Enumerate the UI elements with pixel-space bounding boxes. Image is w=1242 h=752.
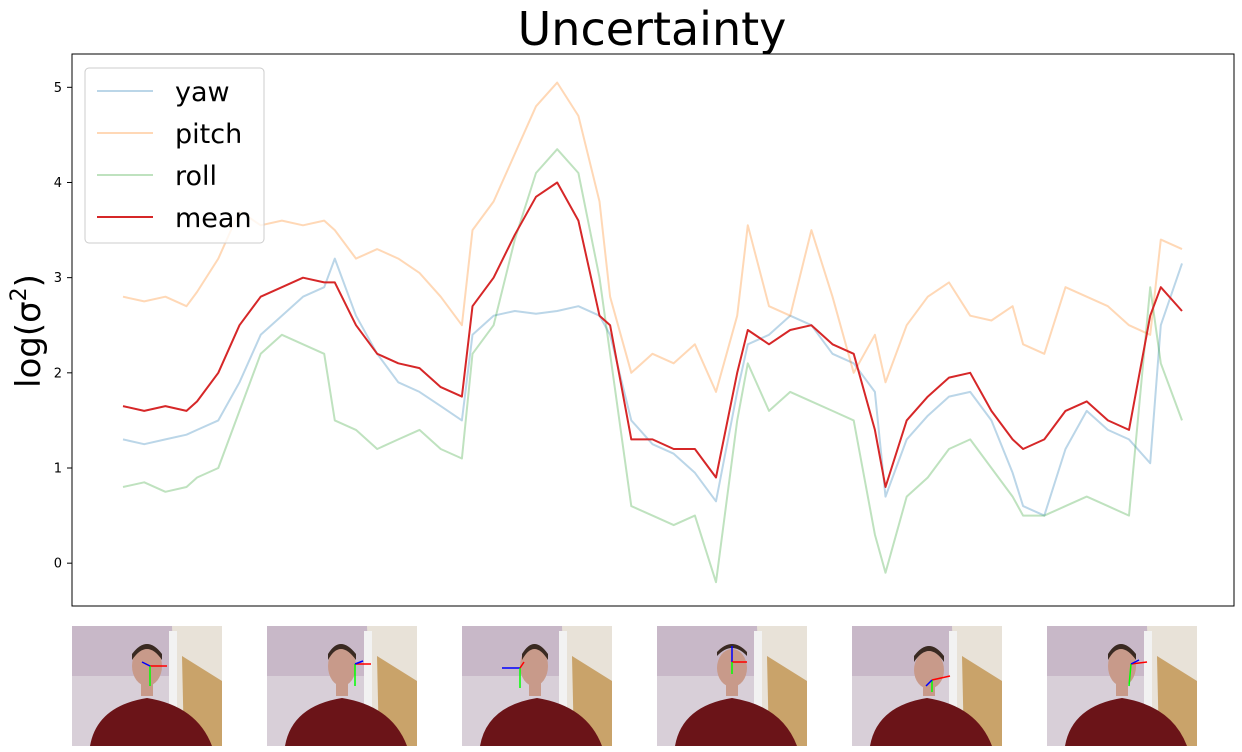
legend-label-yaw: yaw — [175, 77, 230, 108]
thumbnail-frame-6 — [1047, 626, 1197, 746]
series-line-pitch — [122, 81, 1183, 393]
y-tick-label: 1 — [54, 462, 62, 477]
y-tick-label: 5 — [54, 81, 62, 96]
series-line-yaw — [122, 257, 1183, 517]
legend-label-pitch: pitch — [175, 119, 242, 150]
y-tick-label: 4 — [54, 176, 62, 191]
legend-label-mean: mean — [175, 203, 252, 234]
y-axis: 0 1 2 3 4 5 — [54, 53, 1235, 607]
thumbnail-frame-2 — [267, 626, 417, 746]
y-tick-label: 2 — [54, 366, 62, 381]
thumbnail-frame-5 — [852, 626, 1002, 746]
thumbnail-frame-3 — [462, 626, 612, 746]
y-tick-label: 0 — [54, 557, 62, 572]
legend-label-roll: roll — [175, 161, 217, 192]
series-line-mean — [122, 181, 1183, 488]
plot-area — [122, 81, 1183, 584]
ylabel-sup: 2 — [7, 287, 32, 301]
y-axis-label: log(σ2) — [7, 274, 49, 388]
thumbnail-frame-4 — [657, 626, 807, 746]
legend: yaw pitch roll mean — [84, 67, 265, 244]
thumbnail-frame-1 — [72, 626, 222, 746]
plot-frame — [71, 53, 1235, 607]
ylabel-close: ) — [9, 274, 49, 287]
legend-box — [84, 67, 265, 244]
ylabel-base: log(σ — [9, 301, 49, 388]
series-line-roll — [122, 148, 1183, 584]
y-tick-label: 3 — [54, 271, 62, 286]
svg-text:log(σ2): log(σ2) — [7, 274, 49, 388]
chart-title: Uncertainty — [518, 2, 787, 56]
